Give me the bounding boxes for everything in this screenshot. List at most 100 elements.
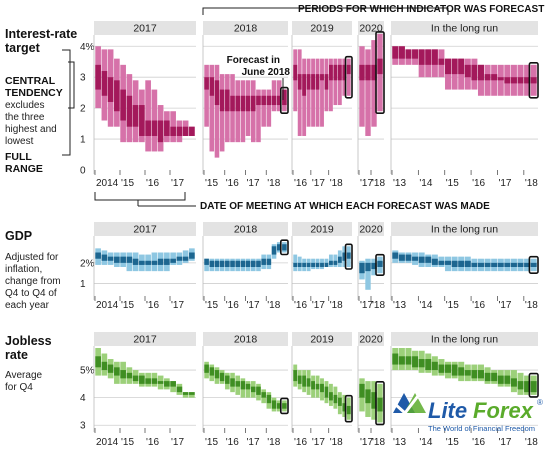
central-tendency-bar — [189, 392, 195, 395]
central-tendency-bar — [170, 258, 176, 263]
central-tendency-bar — [139, 105, 145, 136]
gdp-panel: In the long run '13 '14 '15 '16 '17 '18 — [390, 222, 539, 311]
central-tendency-bar — [230, 378, 235, 387]
central-tendency-bar — [240, 260, 246, 267]
forecast-note: Forecast in June 2018 — [227, 55, 290, 100]
jobless-title-2: rate — [5, 348, 28, 362]
full-range-bar — [337, 58, 342, 106]
central-tendency-bar — [510, 77, 517, 84]
jobless-panel: 2020 '17'18 — [357, 332, 385, 448]
central-tendency-bar — [151, 260, 158, 265]
central-tendency-bar — [266, 394, 272, 404]
central-label-4: the three — [5, 112, 45, 123]
central-tendency-bar — [276, 244, 282, 251]
central-tendency-bar — [365, 389, 371, 404]
central-tendency-bar — [377, 58, 383, 75]
central-tendency-bar — [477, 370, 484, 379]
central-tendency-bar — [306, 262, 311, 267]
rate-side-labels: Interest-rate target CENTRAL TENDENCY ex… — [5, 27, 77, 175]
x-tick-label: 2014 — [96, 178, 119, 189]
latest-forecast-box — [375, 381, 385, 426]
central-tendency-bar — [431, 258, 438, 265]
central-tendency-bar — [225, 375, 230, 384]
panel-header-bg — [292, 21, 352, 35]
interest_rate-panel: 2018 '15 '16 '17 '18 — [202, 21, 289, 189]
central-tendency-bar — [530, 77, 537, 84]
central-tendency-bar — [101, 254, 108, 261]
central-tendency-bar — [230, 95, 235, 112]
full-range-label-1: FULL — [5, 151, 32, 163]
central-tendency-bar — [458, 58, 465, 75]
central-tendency-bar — [219, 89, 225, 112]
liteforex-logo: Lite Forex ® The World of Financial Free… — [393, 387, 543, 433]
central-tendency-bar — [359, 262, 365, 274]
panel-header-bg — [358, 222, 384, 236]
central-tendency-bar — [297, 74, 302, 90]
x-tick-label: '16 — [146, 178, 159, 189]
central-tendency-bar — [276, 95, 282, 106]
central-tendency-bar — [359, 383, 365, 398]
central-label-6: lowest — [5, 136, 34, 147]
central-tendency-bar — [176, 386, 183, 393]
central-tendency-bar — [320, 74, 324, 81]
central-tendency-bar — [346, 64, 351, 75]
central-tendency-bar — [359, 64, 365, 81]
central-tendency-bar — [293, 64, 298, 81]
y-tick-label: 2 — [80, 104, 86, 115]
panel-header-label: 2018 — [234, 334, 258, 346]
central-tendency-bar — [261, 95, 266, 106]
logo-mark-icon — [393, 387, 426, 416]
central-tendency-bar — [451, 260, 458, 267]
central-tendency-bar — [120, 370, 126, 379]
central-bracket — [68, 61, 75, 109]
central-tendency-bar — [302, 375, 307, 387]
panel-header-bg — [391, 21, 538, 35]
x-tick-label: '17 — [360, 437, 373, 448]
central-tendency-bar — [107, 77, 114, 102]
panel-header-label: 2019 — [310, 23, 334, 35]
x-tick-label: '15 — [205, 437, 218, 448]
central-tendency-bar — [445, 58, 452, 75]
central-tendency-bar — [261, 392, 266, 398]
rate-title-line1: Interest-rate — [5, 27, 77, 41]
central-tendency-bar — [297, 262, 302, 267]
central-tendency-bar — [235, 260, 241, 267]
x-tick-label: '15 — [121, 300, 134, 311]
central-tendency-bar — [497, 262, 504, 267]
central-tendency-bar — [405, 254, 412, 261]
full-range-bar — [297, 49, 302, 136]
central-tendency-bar — [132, 375, 139, 382]
central-tendency-bar — [256, 95, 261, 106]
central-tendency-bar — [240, 381, 246, 390]
x-tick-label: '17 — [360, 178, 373, 189]
x-tick-label: '16 — [226, 178, 239, 189]
central-tendency-bar — [107, 364, 114, 373]
central-tendency-bar — [114, 80, 120, 112]
central-tendency-bar — [266, 95, 272, 106]
x-tick-label: '17 — [498, 178, 511, 189]
central-tendency-bar — [126, 372, 133, 379]
central-tendency-bar — [282, 89, 287, 106]
central-tendency-bar — [139, 260, 145, 265]
central-tendency-bar — [235, 381, 241, 387]
central-tendency-bar — [189, 252, 195, 259]
logo-tagline: The World of Financial Freedom — [428, 424, 535, 433]
panel-header-bg — [203, 222, 288, 236]
x-tick-label: '17 — [360, 300, 373, 311]
central-tendency-bar — [398, 46, 405, 59]
x-tick-label: '17 — [498, 300, 511, 311]
central-tendency-bar — [524, 262, 531, 267]
central-tendency-bar — [271, 400, 277, 409]
panel-header-label: In the long run — [431, 334, 498, 346]
central-tendency-bar — [365, 64, 371, 81]
panel-header-label: In the long run — [431, 224, 498, 236]
full-range-bar — [371, 40, 377, 127]
central-tendency-bar — [398, 356, 405, 365]
x-tick-label: '17 — [312, 300, 325, 311]
gdp-desc-3: change from — [5, 276, 61, 287]
central-tendency-bar — [120, 89, 126, 121]
x-tick-label: '17 — [171, 437, 184, 448]
central-tendency-bar — [324, 262, 329, 267]
central-tendency-bar — [95, 64, 101, 90]
central-tendency-bar — [510, 378, 517, 387]
